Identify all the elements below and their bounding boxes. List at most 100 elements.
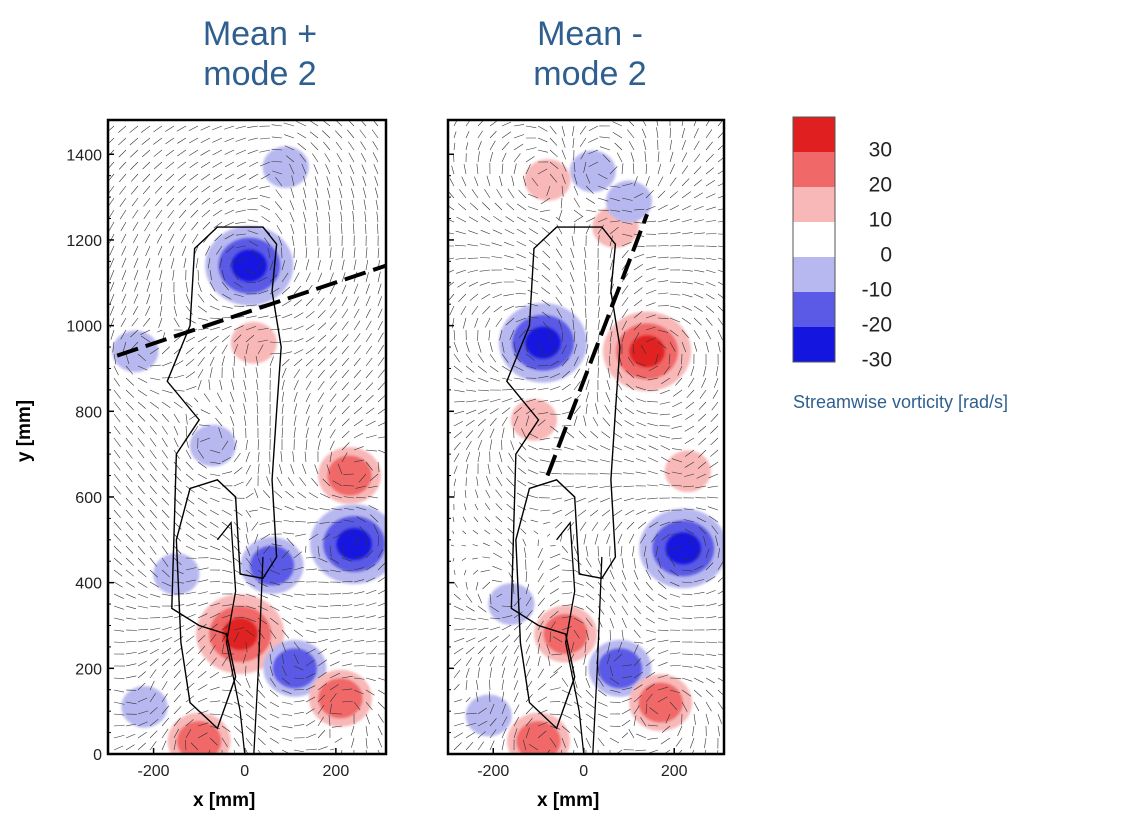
vector-arrow [480, 215, 491, 223]
vector-arrow [281, 593, 293, 597]
vector-arrow [453, 389, 465, 393]
vector-arrow [236, 197, 247, 202]
vector-arrow [129, 137, 139, 146]
vector-arrow [705, 590, 716, 595]
vector-arrow [305, 593, 317, 595]
vector-arrow [632, 545, 635, 557]
colorbar-level-label: -30 [862, 349, 892, 372]
vector-arrow [256, 415, 259, 427]
vector-arrow [305, 617, 317, 621]
vector-arrow [692, 725, 695, 737]
vector-arrow [161, 681, 168, 691]
vortex-positive-6 [524, 159, 571, 201]
vector-arrow [197, 473, 208, 480]
vector-arrow [335, 141, 343, 151]
vector-arrow [453, 684, 460, 691]
vector-arrow [453, 410, 465, 415]
vector-arrow [693, 549, 702, 559]
vector-arrow [189, 173, 199, 181]
vector-arrow [525, 156, 535, 163]
vector-arrow [375, 199, 379, 211]
vector-arrow [489, 718, 497, 727]
vector-arrow [305, 659, 315, 667]
vector-arrow [197, 613, 208, 619]
vector-arrow [693, 653, 705, 656]
vector-arrow [465, 463, 469, 475]
vector-arrow [113, 557, 123, 566]
vector-arrow [657, 317, 669, 320]
vector-arrow [269, 737, 279, 744]
vector-arrow [609, 605, 616, 615]
vector-arrow [353, 615, 365, 619]
vector-arrow [178, 209, 187, 219]
vector-arrow [259, 195, 271, 199]
vector-arrow [657, 341, 667, 349]
vector-arrow [537, 412, 549, 415]
vector-arrow [635, 497, 647, 501]
vector-arrow [365, 737, 368, 749]
vector-arrow [319, 493, 331, 499]
vector-arrow [293, 581, 305, 583]
vector-arrow [113, 689, 125, 693]
vector-arrow [157, 245, 163, 256]
vector-arrow [293, 325, 304, 331]
vector-arrow [465, 409, 477, 415]
vector-arrow [209, 269, 212, 281]
vector-arrow [305, 629, 317, 633]
vector-arrow [645, 647, 655, 655]
colorbar-swatch [793, 152, 835, 187]
vector-arrow [508, 452, 515, 463]
vector-arrow [705, 641, 717, 643]
vector-arrow [561, 689, 572, 695]
vector-arrow [704, 737, 707, 748]
vector-arrow [645, 569, 652, 580]
vector-arrow [209, 580, 221, 583]
vector-arrow [633, 310, 643, 319]
vector-arrow [281, 677, 291, 685]
vector-arrow [537, 419, 546, 427]
vector-arrow [332, 480, 343, 487]
vector-arrow [597, 749, 599, 754]
vector-arrow [119, 209, 127, 220]
vector-arrow [453, 431, 462, 439]
vector-arrow [108, 125, 115, 132]
vector-arrow [560, 749, 563, 754]
vector-arrow [245, 492, 254, 499]
vector-arrow [636, 398, 647, 403]
vector-arrow [165, 149, 175, 157]
vector-arrow [328, 223, 331, 235]
vector-arrow [633, 593, 641, 603]
vector-arrow [137, 710, 149, 715]
vector-arrow [621, 331, 626, 343]
vector-arrow [645, 289, 657, 295]
vector-arrow [197, 509, 207, 516]
vector-arrow [245, 477, 253, 487]
vector-arrow [669, 701, 678, 711]
vector-arrow [525, 164, 531, 175]
vector-arrow [137, 617, 149, 619]
vector-arrow [540, 209, 551, 212]
vector-arrow [161, 449, 168, 459]
vector-arrow [291, 175, 295, 187]
vector-arrow [552, 636, 563, 643]
vector-arrow [513, 597, 522, 607]
vector-arrow [141, 137, 151, 145]
vector-arrow [377, 461, 380, 473]
vector-arrow [561, 383, 571, 391]
vector-arrow [224, 125, 235, 130]
vector-arrow [489, 679, 491, 691]
vector-arrow [465, 377, 476, 383]
vector-arrow [669, 191, 678, 199]
vector-arrow [693, 219, 704, 223]
vector-arrow [705, 153, 714, 163]
vector-arrow [489, 626, 501, 631]
vector-arrow [513, 353, 522, 363]
vector-arrow [377, 357, 385, 367]
vector-arrow [245, 269, 256, 275]
vector-arrow [329, 557, 340, 564]
body-outline [506, 226, 621, 730]
vector-arrow [540, 197, 551, 205]
vector-arrow [705, 603, 717, 607]
vector-arrow [144, 221, 151, 232]
vector-arrow [455, 257, 467, 260]
